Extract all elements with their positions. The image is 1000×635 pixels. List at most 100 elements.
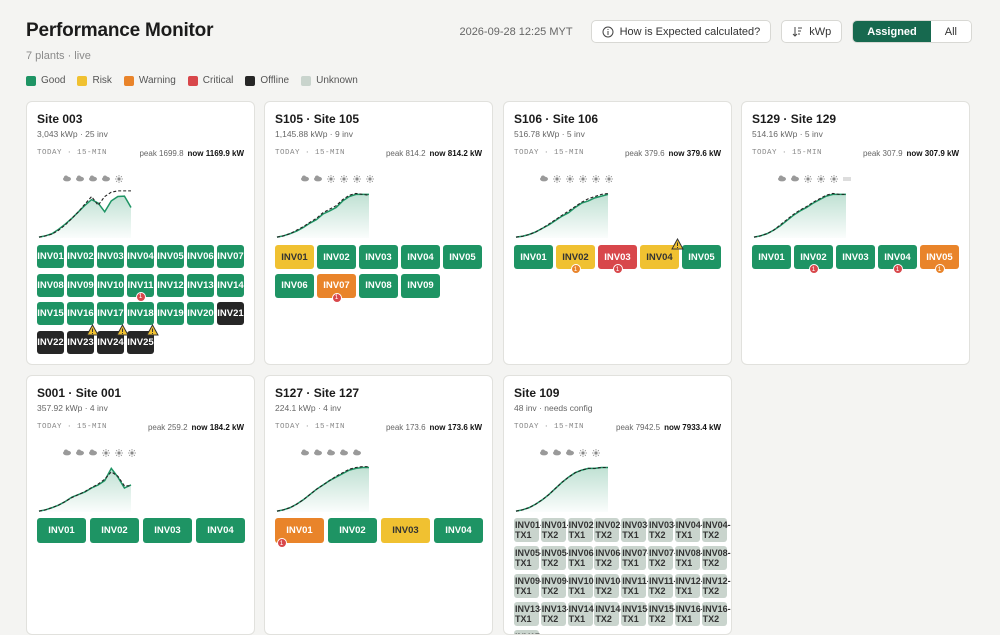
- expected-help-button[interactable]: How is Expected calculated?: [590, 20, 772, 43]
- sort-label: kWp: [809, 25, 832, 38]
- inverter-tile[interactable]: INV05-TX2: [540, 546, 570, 570]
- inverter-tile[interactable]: INV04: [127, 245, 154, 268]
- inverter-tile[interactable]: INV15: [37, 302, 64, 325]
- inverter-tile[interactable]: INV04: [434, 518, 483, 543]
- inverter-tile[interactable]: INV04: [196, 518, 245, 543]
- inverter-tile[interactable]: INV10-TX1: [567, 574, 597, 598]
- inverter-tile[interactable]: INV03: [836, 245, 875, 269]
- inverter-tile[interactable]: INV16: [67, 302, 94, 325]
- inverter-tile[interactable]: INV01-TX1: [514, 518, 544, 542]
- inverter-tile[interactable]: INV06: [275, 273, 314, 298]
- inverter-tile[interactable]: INV05: [682, 245, 721, 269]
- inverter-tile[interactable]: INV15-TX1: [621, 602, 651, 626]
- inverter-tile[interactable]: INV17-TX1: [514, 630, 543, 634]
- legend-label: Risk: [92, 75, 112, 86]
- inverter-tile[interactable]: INV11: [127, 273, 154, 297]
- inverter-tile[interactable]: INV05: [157, 245, 184, 268]
- inverter-tile[interactable]: INV04: [401, 245, 440, 269]
- plant-card[interactable]: S127 · Site 127 224.1 kWp · 4 inv TODAY · …: [264, 375, 493, 635]
- cloud-icon: [540, 175, 548, 182]
- inverter-tile[interactable]: INV08: [37, 273, 64, 297]
- inverter-tile[interactable]: INV25: [127, 330, 154, 354]
- plant-card[interactable]: Site 109 48 inv · needs config TODAY · 15-…: [503, 375, 732, 635]
- inverter-tile[interactable]: INV08: [359, 273, 398, 298]
- cloud-icon: [301, 175, 309, 182]
- inverter-tile[interactable]: INV14-TX2: [594, 602, 624, 626]
- inverter-tile[interactable]: INV07-TX1: [621, 546, 651, 570]
- inverter-tile[interactable]: INV06-TX2: [594, 546, 624, 570]
- sun-icon: [817, 175, 825, 183]
- inverter-tile[interactable]: INV03: [359, 245, 398, 269]
- plant-card[interactable]: S106 · Site 106 516.78 kWp · 5 inv TODAY ·…: [503, 101, 732, 365]
- inverter-tile[interactable]: INV13-TX1: [514, 602, 544, 626]
- inverter-tile[interactable]: INV12: [157, 273, 184, 297]
- inverter-tile[interactable]: INV15-TX2: [648, 602, 678, 626]
- inverter-tile[interactable]: INV02: [317, 245, 356, 269]
- inverter-tile[interactable]: INV14: [217, 273, 244, 297]
- plant-capacity: 1,145.88 kWp · 9 inv: [275, 129, 353, 139]
- plant-card[interactable]: Site 003 3,043 kWp · 25 inv TODAY · 15-MIN…: [26, 101, 255, 365]
- inverter-tile[interactable]: INV01-TX2: [540, 518, 570, 542]
- inverter-tile[interactable]: INV02: [328, 518, 377, 543]
- inverter-tile[interactable]: INV14-TX1: [567, 602, 597, 626]
- inverter-tile[interactable]: INV19: [157, 302, 184, 325]
- inverter-tile[interactable]: INV01: [752, 245, 791, 269]
- inverter-tile[interactable]: INV11-TX2: [648, 574, 677, 598]
- plant-card[interactable]: S129 · Site 129 514.16 kWp · 5 inv TODAY ·…: [741, 101, 970, 365]
- inverter-tile[interactable]: INV09: [67, 273, 94, 297]
- inverter-tile[interactable]: INV01: [37, 518, 86, 543]
- inverter-tile[interactable]: INV20: [187, 302, 214, 325]
- inverter-tile[interactable]: INV02: [90, 518, 139, 543]
- inverter-tile[interactable]: INV05: [443, 245, 482, 269]
- inverter-tile[interactable]: INV24: [97, 330, 124, 354]
- inverter-tile[interactable]: INV22: [37, 330, 64, 354]
- inverter-tile[interactable]: INV21: [217, 302, 244, 325]
- inverter-tile[interactable]: INV12-TX1: [674, 574, 704, 598]
- inverter-tile[interactable]: INV06-TX1: [567, 546, 597, 570]
- inverter-tile[interactable]: INV03: [97, 245, 124, 268]
- inverter-tile[interactable]: INV23: [67, 330, 94, 354]
- inverter-tile[interactable]: INV07: [317, 273, 356, 298]
- inverter-tile[interactable]: INV17: [97, 302, 124, 325]
- inverter-tile[interactable]: INV07-TX2: [648, 546, 678, 570]
- inverter-tile[interactable]: INV08-TX2: [701, 546, 731, 570]
- inverter-tile[interactable]: INV11-TX1: [621, 574, 650, 598]
- inverter-tile[interactable]: INV12-TX2: [701, 574, 731, 598]
- inverter-tile[interactable]: INV04-TX2: [701, 518, 731, 542]
- inverter-tile[interactable]: INV01: [514, 245, 553, 269]
- inverter-tile[interactable]: INV13-TX2: [540, 602, 570, 626]
- plant-card[interactable]: S001 · Site 001 357.92 kWp · 4 inv TODAY ·…: [26, 375, 255, 635]
- inverter-tile[interactable]: INV03: [143, 518, 192, 543]
- plant-card[interactable]: S105 · Site 105 1,145.88 kWp · 9 inv TODAY…: [264, 101, 493, 365]
- inverter-tile[interactable]: INV07: [217, 245, 244, 268]
- inverter-tile[interactable]: INV01: [37, 245, 64, 268]
- inverter-tile[interactable]: INV13: [187, 273, 214, 297]
- toggle-all[interactable]: All: [930, 21, 971, 42]
- inverter-tile[interactable]: INV02-TX2: [594, 518, 624, 542]
- peak-value: peak 1699.8: [139, 149, 184, 158]
- power-sparkline: [753, 175, 851, 238]
- inverter-tile[interactable]: INV02: [67, 245, 94, 268]
- sort-button[interactable]: kWp: [781, 20, 843, 43]
- inverter-tile[interactable]: INV08-TX1: [674, 546, 704, 570]
- inverter-tile[interactable]: INV09: [401, 273, 440, 298]
- sun-icon: [605, 175, 613, 183]
- inverter-tile[interactable]: INV09-TX2: [540, 574, 570, 598]
- inverter-tile[interactable]: INV04-TX1: [674, 518, 704, 542]
- expected-line: [515, 192, 609, 238]
- inverter-tile[interactable]: INV16-TX2: [701, 602, 731, 626]
- inverter-tile[interactable]: INV06: [187, 245, 214, 268]
- inverter-tile[interactable]: INV10: [97, 273, 124, 297]
- expected-line: [276, 466, 369, 512]
- inverter-tile[interactable]: INV03: [381, 518, 430, 543]
- inverter-tile[interactable]: INV09-TX1: [514, 574, 544, 598]
- inverter-tile[interactable]: INV10-TX2: [594, 574, 624, 598]
- inverter-tile[interactable]: INV02-TX1: [567, 518, 597, 542]
- inverter-tile[interactable]: INV05-TX1: [514, 546, 544, 570]
- inverter-tile[interactable]: INV16-TX1: [674, 602, 704, 626]
- inverter-tile[interactable]: INV01: [275, 245, 314, 269]
- inverter-tile[interactable]: INV03-TX2: [648, 518, 678, 542]
- inverter-tile[interactable]: INV03-TX1: [621, 518, 651, 542]
- toggle-assigned[interactable]: Assigned: [853, 21, 931, 42]
- inverter-tile[interactable]: INV18: [127, 302, 154, 325]
